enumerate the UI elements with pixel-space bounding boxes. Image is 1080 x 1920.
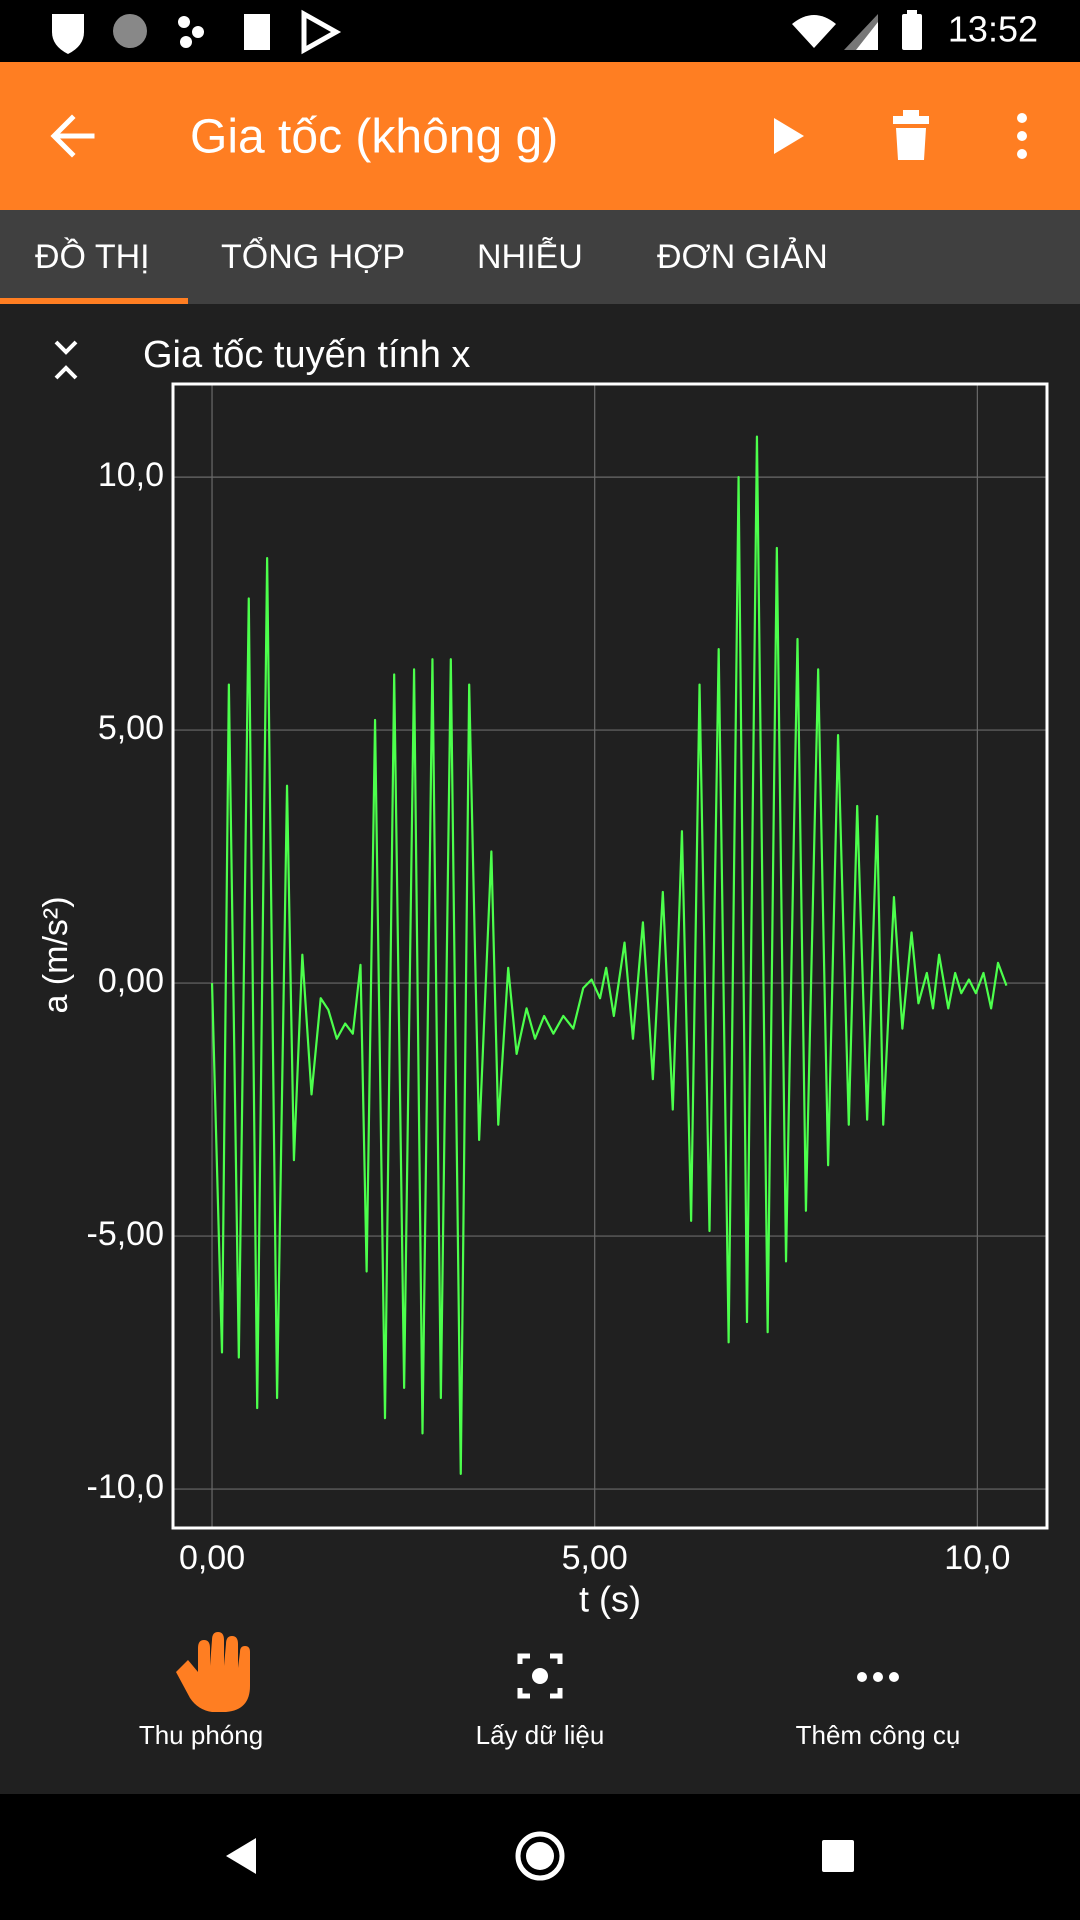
tool-label: Thêm công cụ: [796, 1720, 961, 1750]
plot: -10,0 -5,00 0,00 5,00 10,0 0,00 5,00 10,0: [87, 382, 1049, 1577]
sd-icon: [244, 14, 270, 50]
y-tick-label: -10,0: [87, 1468, 165, 1506]
dot-icon: [180, 36, 192, 48]
dot-icon: [178, 16, 190, 28]
sync-icon: [113, 14, 147, 48]
y-tick-label: 10,0: [98, 456, 164, 494]
delete-button[interactable]: [893, 110, 929, 160]
tab[interactable]: TỔNG HỢP: [221, 238, 405, 276]
dot-icon: [192, 26, 204, 38]
nav-recents[interactable]: [822, 1840, 854, 1872]
nav-home[interactable]: [515, 1831, 565, 1881]
plot-frame: [171, 382, 1049, 1530]
tab[interactable]: ĐỒ THỊ: [35, 238, 150, 276]
y-axis-label: a (m/s²): [37, 896, 75, 1013]
battery-tip: [907, 10, 917, 15]
tab[interactable]: NHIỄU: [477, 238, 583, 276]
play-store-icon: [301, 9, 342, 55]
x-tick-label: 10,0: [944, 1539, 1010, 1577]
signal-icon: [856, 22, 878, 50]
pick-tool[interactable]: Lấy dữ liệu: [476, 1653, 605, 1750]
play-button[interactable]: [774, 118, 804, 154]
x-tick-label: 0,00: [179, 1539, 245, 1577]
y-tick-label: 0,00: [98, 962, 164, 1000]
clock: 13:52: [948, 9, 1038, 50]
back-button[interactable]: [50, 114, 95, 158]
tab-indicator: [0, 298, 188, 304]
app-title: Gia tốc (không g): [190, 111, 558, 164]
y-tick-label: 5,00: [98, 709, 164, 747]
x-axis-label: t (s): [579, 1579, 641, 1620]
tool-label: Thu phóng: [139, 1720, 263, 1750]
more-tools[interactable]: Thêm công cụ: [796, 1672, 961, 1750]
nav-back[interactable]: [226, 1838, 256, 1874]
more-button[interactable]: [1017, 113, 1027, 159]
status-icons: [52, 9, 922, 55]
wifi-icon: [792, 15, 836, 48]
x-tick-label: 5,00: [562, 1539, 628, 1577]
shield-icon: [52, 14, 84, 54]
data-line: [210, 435, 1008, 1475]
chart-title: Gia tốc tuyến tính x: [143, 334, 470, 376]
zoom-tool[interactable]: Thu phóng: [139, 1632, 263, 1750]
collapse-button[interactable]: [54, 340, 78, 380]
y-tick-label: -5,00: [87, 1215, 165, 1253]
tab-bar: [0, 210, 1080, 304]
battery-icon: [902, 14, 922, 50]
tab[interactable]: ĐƠN GIẢN: [657, 238, 828, 276]
status-bar: [0, 0, 1080, 62]
tool-label: Lấy dữ liệu: [476, 1720, 605, 1750]
